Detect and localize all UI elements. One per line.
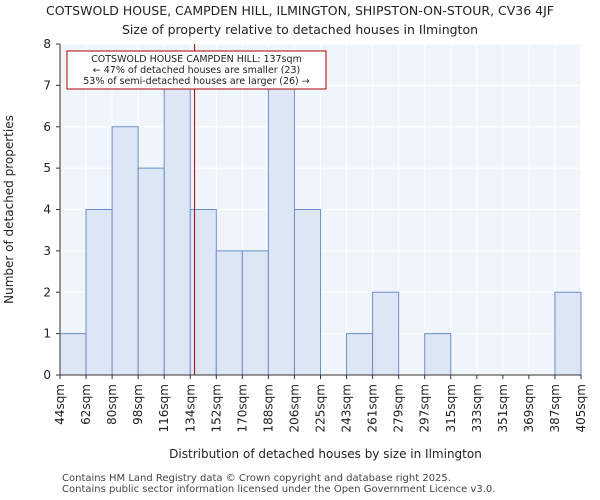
x-tick-label: 98sqm: [131, 384, 145, 425]
bar: [346, 333, 374, 376]
x-tick-label: 315sqm: [444, 384, 458, 432]
x-tick-label: 44sqm: [53, 384, 67, 425]
x-tick-label: 170sqm: [235, 384, 249, 432]
chart-title-line1: COTSWOLD HOUSE, CAMPDEN HILL, ILMINGTON,…: [45, 3, 554, 18]
y-tick-label: 1: [43, 327, 51, 341]
x-tick-label: 351sqm: [496, 384, 510, 432]
chart-subtitle: Size of property relative to detached ho…: [121, 22, 479, 37]
annotation-line: COTSWOLD HOUSE CAMPDEN HILL: 137sqm: [91, 54, 302, 65]
x-tick-label: 369sqm: [522, 384, 536, 432]
y-tick-label: 3: [43, 244, 51, 258]
x-tick-label: 134sqm: [183, 384, 197, 432]
x-tick-label: 152sqm: [209, 384, 223, 432]
x-tick-label: 188sqm: [261, 384, 275, 432]
bar: [137, 167, 165, 376]
bar: [215, 250, 243, 376]
y-axis-label: Number of detached properties: [2, 115, 16, 304]
x-tick-label: 80sqm: [105, 384, 119, 425]
y-tick-label: 6: [43, 120, 51, 134]
bar: [424, 333, 452, 376]
bar: [85, 209, 113, 376]
y-tick-label: 5: [43, 161, 51, 175]
footer: Contains HM Land Registry data © Crown c…: [62, 473, 495, 495]
y-tick-label: 0: [43, 368, 51, 382]
bar: [241, 250, 269, 376]
x-tick-label: 261sqm: [366, 384, 380, 432]
x-tick-label: 116sqm: [157, 384, 171, 432]
bar: [372, 291, 400, 376]
annotation-line: ← 47% of detached houses are smaller (23…: [93, 65, 300, 76]
bar: [554, 291, 582, 376]
bar: [163, 84, 191, 376]
x-tick-label: 206sqm: [287, 384, 301, 432]
x-tick-label: 243sqm: [340, 384, 354, 432]
bar: [267, 84, 295, 376]
x-tick-label: 387sqm: [548, 384, 562, 432]
x-tick-label: 333sqm: [470, 384, 484, 432]
x-tick-label: 297sqm: [418, 384, 432, 432]
x-tick-label: 225sqm: [314, 384, 328, 432]
y-tick-label: 7: [43, 78, 51, 92]
bar: [111, 126, 139, 376]
x-tick-label: 279sqm: [392, 384, 406, 432]
y-tick-label: 2: [43, 285, 51, 299]
bar: [293, 209, 322, 376]
y-tick-label: 8: [43, 37, 51, 51]
annotation-box: [66, 50, 327, 90]
y-tick-label: 4: [43, 203, 51, 217]
annotation-line: 53% of semi-detached houses are larger (…: [83, 76, 310, 87]
footer-line2: Contains public sector information licen…: [62, 484, 496, 495]
x-tick-label: 405sqm: [574, 384, 588, 432]
footer-line1: Contains HM Land Registry data © Crown c…: [62, 473, 451, 484]
x-tick-label: 62sqm: [79, 384, 93, 425]
bar: [59, 333, 87, 376]
x-axis-label: Distribution of detached houses by size …: [169, 447, 482, 461]
chart: 0 1 2 3 4 5 6 7 8 44sqm 62sqm 80sqm 98sqm 116sqm 134sq…: [2, 37, 588, 461]
